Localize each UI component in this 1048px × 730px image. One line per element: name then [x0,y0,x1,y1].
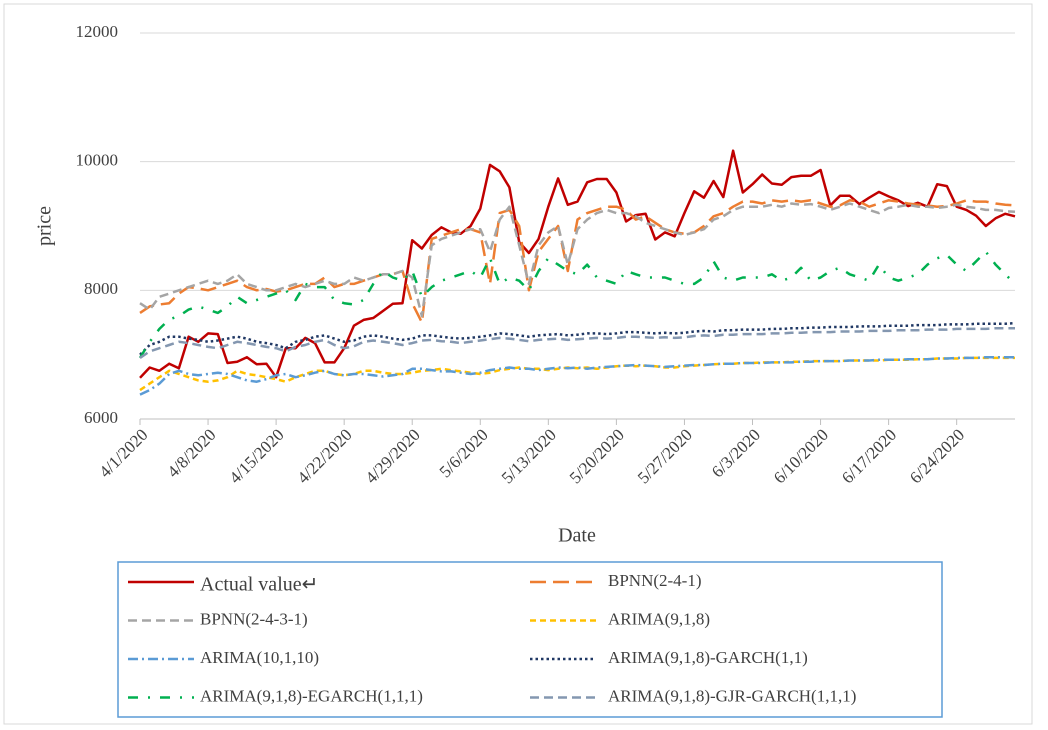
x-tick-label: 5/13/2020 [498,425,560,487]
y-tick-label: 6000 [84,408,118,427]
x-tick-label: 5/27/2020 [634,425,696,487]
x-tick-label: 4/15/2020 [226,425,288,487]
series-line [139,327,1015,359]
legend [117,561,943,718]
x-tick-label: 4/1/2020 [95,425,151,481]
chart-border [3,3,1033,725]
x-tick-label: 6/10/2020 [770,425,832,487]
legend-label: ARIMA(9,1,8) [608,609,710,628]
x-tick-label: 4/29/2020 [362,425,424,487]
legend-label: BPNN(2-4-3-1) [200,609,308,628]
x-tick-label: 4/22/2020 [294,425,356,487]
legend-label: ARIMA(9,1,8)-EGARCH(1,1,1) [200,686,423,705]
series-line [139,149,1016,379]
x-tick-label: 6/17/2020 [838,425,900,487]
legend-label: ARIMA(10,1,10) [200,648,319,667]
x-axis-label: Date [558,525,596,547]
x-tick-label: 5/6/2020 [436,425,492,481]
legend-label: ARIMA(9,1,8)-GJR-GARCH(1,1,1) [608,686,856,705]
series-line [139,355,1015,396]
y-tick-label: 8000 [84,279,118,298]
x-tick-label: 4/8/2020 [163,425,219,481]
legend-label: ARIMA(9,1,8)-GARCH(1,1) [608,648,808,667]
series-line [139,321,1016,356]
series-line [139,356,1015,392]
y-tick-label: 10000 [76,151,119,170]
x-tick-label: 6/3/2020 [708,425,764,481]
legend-label: Actual value↵ [200,574,318,596]
series-line [139,202,1016,318]
x-tick-label: 6/24/2020 [906,425,968,487]
series-line [139,199,1016,324]
legend-label: BPNN(2-4-1) [608,571,702,590]
x-tick-label: 5/20/2020 [566,425,628,487]
y-tick-label: 12000 [76,22,119,41]
series-line [138,250,1016,359]
y-axis-label: price [34,206,56,246]
